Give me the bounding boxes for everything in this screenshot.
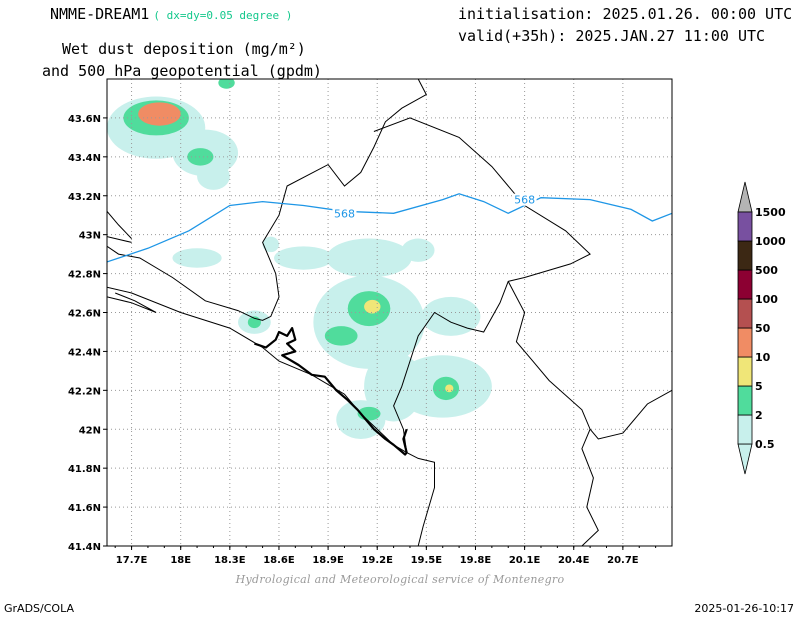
lat-tick-label: 43.2N — [68, 192, 101, 203]
lat-tick-label: 42.2N — [68, 386, 101, 397]
contour-label: 568 — [334, 207, 355, 220]
lat-tick-label: 42.6N — [68, 309, 101, 320]
dust-area — [218, 79, 235, 89]
lon-tick-label: 18.3E — [214, 555, 246, 566]
dust-area — [197, 162, 230, 190]
border-line — [107, 79, 427, 321]
lat-tick-label: 43.4N — [68, 153, 101, 164]
country-borders — [107, 79, 672, 546]
colorbar-label: 0.5 — [755, 438, 775, 451]
colorbar-label: 50 — [755, 322, 771, 335]
border-line — [406, 452, 435, 546]
contour-line-568 — [107, 193, 672, 263]
border-line — [589, 389, 672, 440]
colorbar: 0.5 2 5 10 50 100 500 1000 1500 — [737, 181, 786, 475]
resolution-label: ( dx=dy=0.05 degree ) — [153, 9, 293, 22]
dust-area — [364, 299, 381, 314]
colorbar-lower-arrow — [737, 443, 753, 475]
credit-line: Hydrological and Meteorological service … — [235, 573, 565, 586]
colorbar-label: 2 — [755, 409, 763, 422]
colorbar-upper-arrow — [737, 181, 753, 213]
colorbar-segment — [737, 385, 753, 416]
initialisation-time: initialisation: 2025.01.26. 00:00 UTC — [458, 5, 793, 23]
colorbar-segment — [737, 269, 753, 300]
lon-tick-label: 19.8E — [460, 555, 492, 566]
border-line — [373, 117, 591, 453]
lat-tick-label: 43.6N — [68, 114, 101, 125]
montenegro-coastline — [254, 327, 408, 456]
lon-tick-label: 18.9E — [312, 555, 344, 566]
dust-area — [401, 238, 435, 262]
dust-area — [445, 384, 454, 393]
model-title: NMME-DREAM1( dx=dy=0.05 degree ) — [50, 5, 292, 23]
field-title-line2: and 500 hPa geopotential (gpdm) — [42, 62, 322, 80]
colorbar-label: 10 — [755, 351, 771, 364]
colorbar-segment — [737, 356, 753, 387]
lon-tick-label: 18.6E — [263, 555, 295, 566]
dust-area — [187, 148, 214, 166]
field-title-line1: Wet dust deposition (mg/m²) — [62, 40, 306, 58]
contour-label: 568 — [514, 194, 535, 207]
lat-tick-label: 42.8N — [68, 270, 101, 281]
dust-area — [421, 296, 481, 336]
dust-area — [324, 326, 358, 346]
timestamp-label: 2025-01-26-10:17 — [694, 602, 794, 615]
colorbar-segment — [737, 414, 753, 445]
geopotential-contour: 568 568 — [107, 193, 672, 263]
lat-tick-label: 41.8N — [68, 464, 101, 475]
lon-tick-label: 20.1E — [509, 555, 541, 566]
colorbar-label: 500 — [755, 264, 778, 277]
colorbar-label: 1000 — [755, 235, 786, 248]
colorbar-segment — [737, 327, 753, 358]
dust-area — [172, 248, 222, 268]
lon-tick-label: 18E — [170, 555, 191, 566]
dust-deposition-field — [107, 79, 492, 439]
border-line — [107, 292, 157, 313]
lon-tick-label: 20.4E — [558, 555, 590, 566]
dust-area — [138, 102, 181, 126]
valid-time: valid(+35h): 2025.JAN.27 11:00 UTC — [458, 27, 766, 45]
lat-tick-label: 42N — [79, 425, 101, 436]
lat-tick-label: 42.4N — [68, 347, 101, 358]
lat-tick-label: 41.4N — [68, 542, 101, 553]
colorbar-segment — [737, 298, 753, 329]
colorbar-label: 100 — [755, 293, 778, 306]
map-axes: 17.7E 18E 18.3E 18.6E 18.9E 19.2E 19.5E 19.8E 20… — [68, 114, 657, 566]
colorbar-label: 1500 — [755, 206, 786, 219]
software-label: GrADS/COLA — [4, 602, 74, 615]
lon-tick-label: 17.7E — [116, 555, 148, 566]
colorbar-segment — [737, 240, 753, 271]
dust-area — [364, 351, 424, 422]
dust-area — [274, 246, 333, 270]
contour-label-bg — [332, 207, 357, 220]
lon-tick-label: 20.7E — [607, 555, 639, 566]
border-line — [107, 286, 407, 454]
lat-tick-label: 43N — [79, 231, 101, 242]
colorbar-segment — [737, 211, 753, 242]
lon-tick-label: 19.2E — [361, 555, 393, 566]
contour-label-bg — [512, 193, 537, 206]
lon-tick-label: 19.5E — [411, 555, 443, 566]
border-line — [107, 236, 132, 243]
dust-area — [326, 238, 412, 278]
dust-area — [262, 236, 279, 253]
border-line — [107, 210, 132, 239]
border-line — [507, 281, 599, 546]
colorbar-label: 5 — [755, 380, 763, 393]
lat-tick-label: 41.6N — [68, 503, 101, 514]
model-name: NMME-DREAM1 — [50, 5, 150, 23]
